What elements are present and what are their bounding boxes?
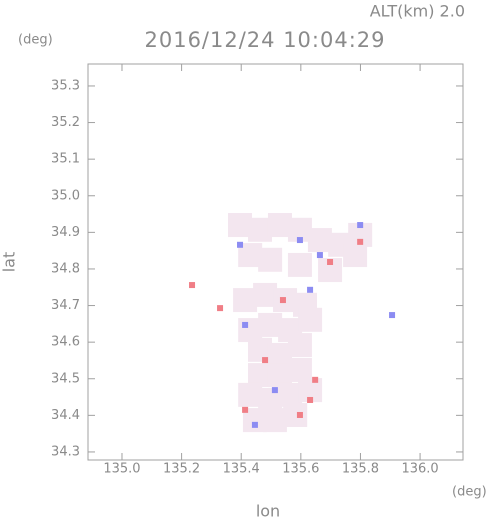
data-point: [271, 387, 278, 394]
data-point: [242, 321, 249, 328]
y-tick-label: 35.3: [51, 78, 80, 93]
data-point: [327, 259, 334, 265]
data-point: [343, 243, 368, 268]
data-point: [307, 396, 314, 403]
data-point: [242, 406, 249, 413]
plot-frame: [87, 63, 464, 461]
x-tick-label: 135.0: [103, 462, 140, 477]
data-point: [296, 237, 303, 244]
x-tick-label: 135.2: [163, 462, 200, 477]
x-axis-label: lon: [256, 502, 280, 521]
data-point: [287, 252, 312, 277]
x-tick-label: 135.8: [342, 462, 379, 477]
data-point: [217, 305, 224, 312]
data-point: [251, 421, 258, 428]
data-point: [389, 312, 396, 319]
y-tick-label: 34.9: [51, 225, 80, 240]
y-tick-label: 34.8: [51, 261, 80, 276]
data-point: [237, 241, 244, 248]
data-point: [296, 411, 303, 418]
x-unit: (deg): [452, 485, 487, 500]
x-tick-label: 135.4: [223, 462, 260, 477]
y-tick-label: 34.5: [51, 371, 80, 386]
y-unit: (deg): [18, 33, 53, 48]
data-point: [189, 282, 196, 289]
y-tick-label: 35.1: [51, 152, 80, 167]
y-tick-label: 34.6: [51, 335, 80, 350]
data-point: [307, 286, 314, 293]
chart-subtitle: ALT(km) 2.0: [370, 2, 465, 21]
y-tick-label: 35.2: [51, 115, 80, 130]
data-point: [287, 333, 312, 358]
data-point: [312, 376, 319, 383]
y-axis-label: lat: [0, 252, 19, 273]
y-tick-label: 34.4: [51, 408, 80, 423]
y-tick-label: 34.3: [51, 444, 80, 459]
x-tick-label: 136.0: [401, 462, 438, 477]
data-point: [262, 408, 287, 433]
data-point: [279, 297, 286, 304]
y-tick-label: 35.0: [51, 188, 80, 203]
data-point: [357, 222, 364, 229]
y-tick-label: 34.7: [51, 298, 80, 313]
data-point: [287, 357, 312, 382]
data-point: [357, 238, 364, 245]
data-point: [283, 402, 308, 427]
data-point: [258, 247, 283, 272]
data-point: [316, 252, 323, 259]
data-point: [262, 357, 269, 364]
data-point: [298, 307, 323, 332]
chart-title: 2016/12/24 10:04:29: [144, 28, 385, 52]
x-tick-label: 135.6: [282, 462, 319, 477]
data-point: [307, 228, 332, 253]
